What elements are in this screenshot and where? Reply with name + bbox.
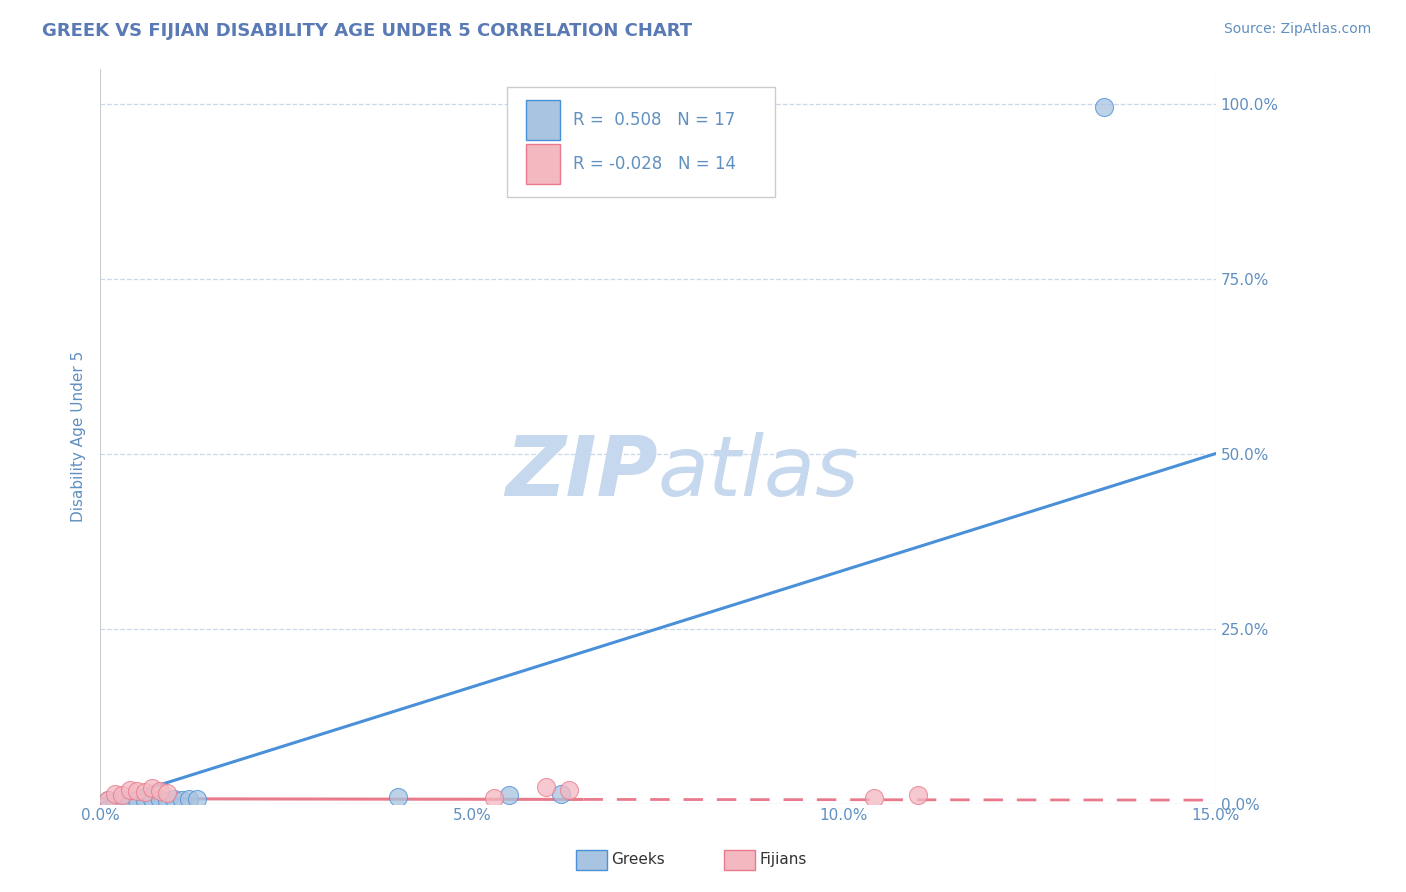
Text: R =  0.508   N = 17: R = 0.508 N = 17: [574, 111, 735, 129]
FancyBboxPatch shape: [508, 87, 775, 197]
Y-axis label: Disability Age Under 5: Disability Age Under 5: [72, 351, 86, 522]
Text: atlas: atlas: [658, 433, 859, 513]
Text: GREEK VS FIJIAN DISABILITY AGE UNDER 5 CORRELATION CHART: GREEK VS FIJIAN DISABILITY AGE UNDER 5 C…: [42, 22, 692, 40]
Text: Greeks: Greeks: [612, 853, 665, 867]
Text: R = -0.028   N = 14: R = -0.028 N = 14: [574, 155, 737, 173]
Bar: [526, 100, 560, 140]
Text: Source: ZipAtlas.com: Source: ZipAtlas.com: [1223, 22, 1371, 37]
Text: ZIP: ZIP: [505, 433, 658, 513]
Text: Fijians: Fijians: [759, 853, 807, 867]
Bar: [526, 144, 560, 185]
